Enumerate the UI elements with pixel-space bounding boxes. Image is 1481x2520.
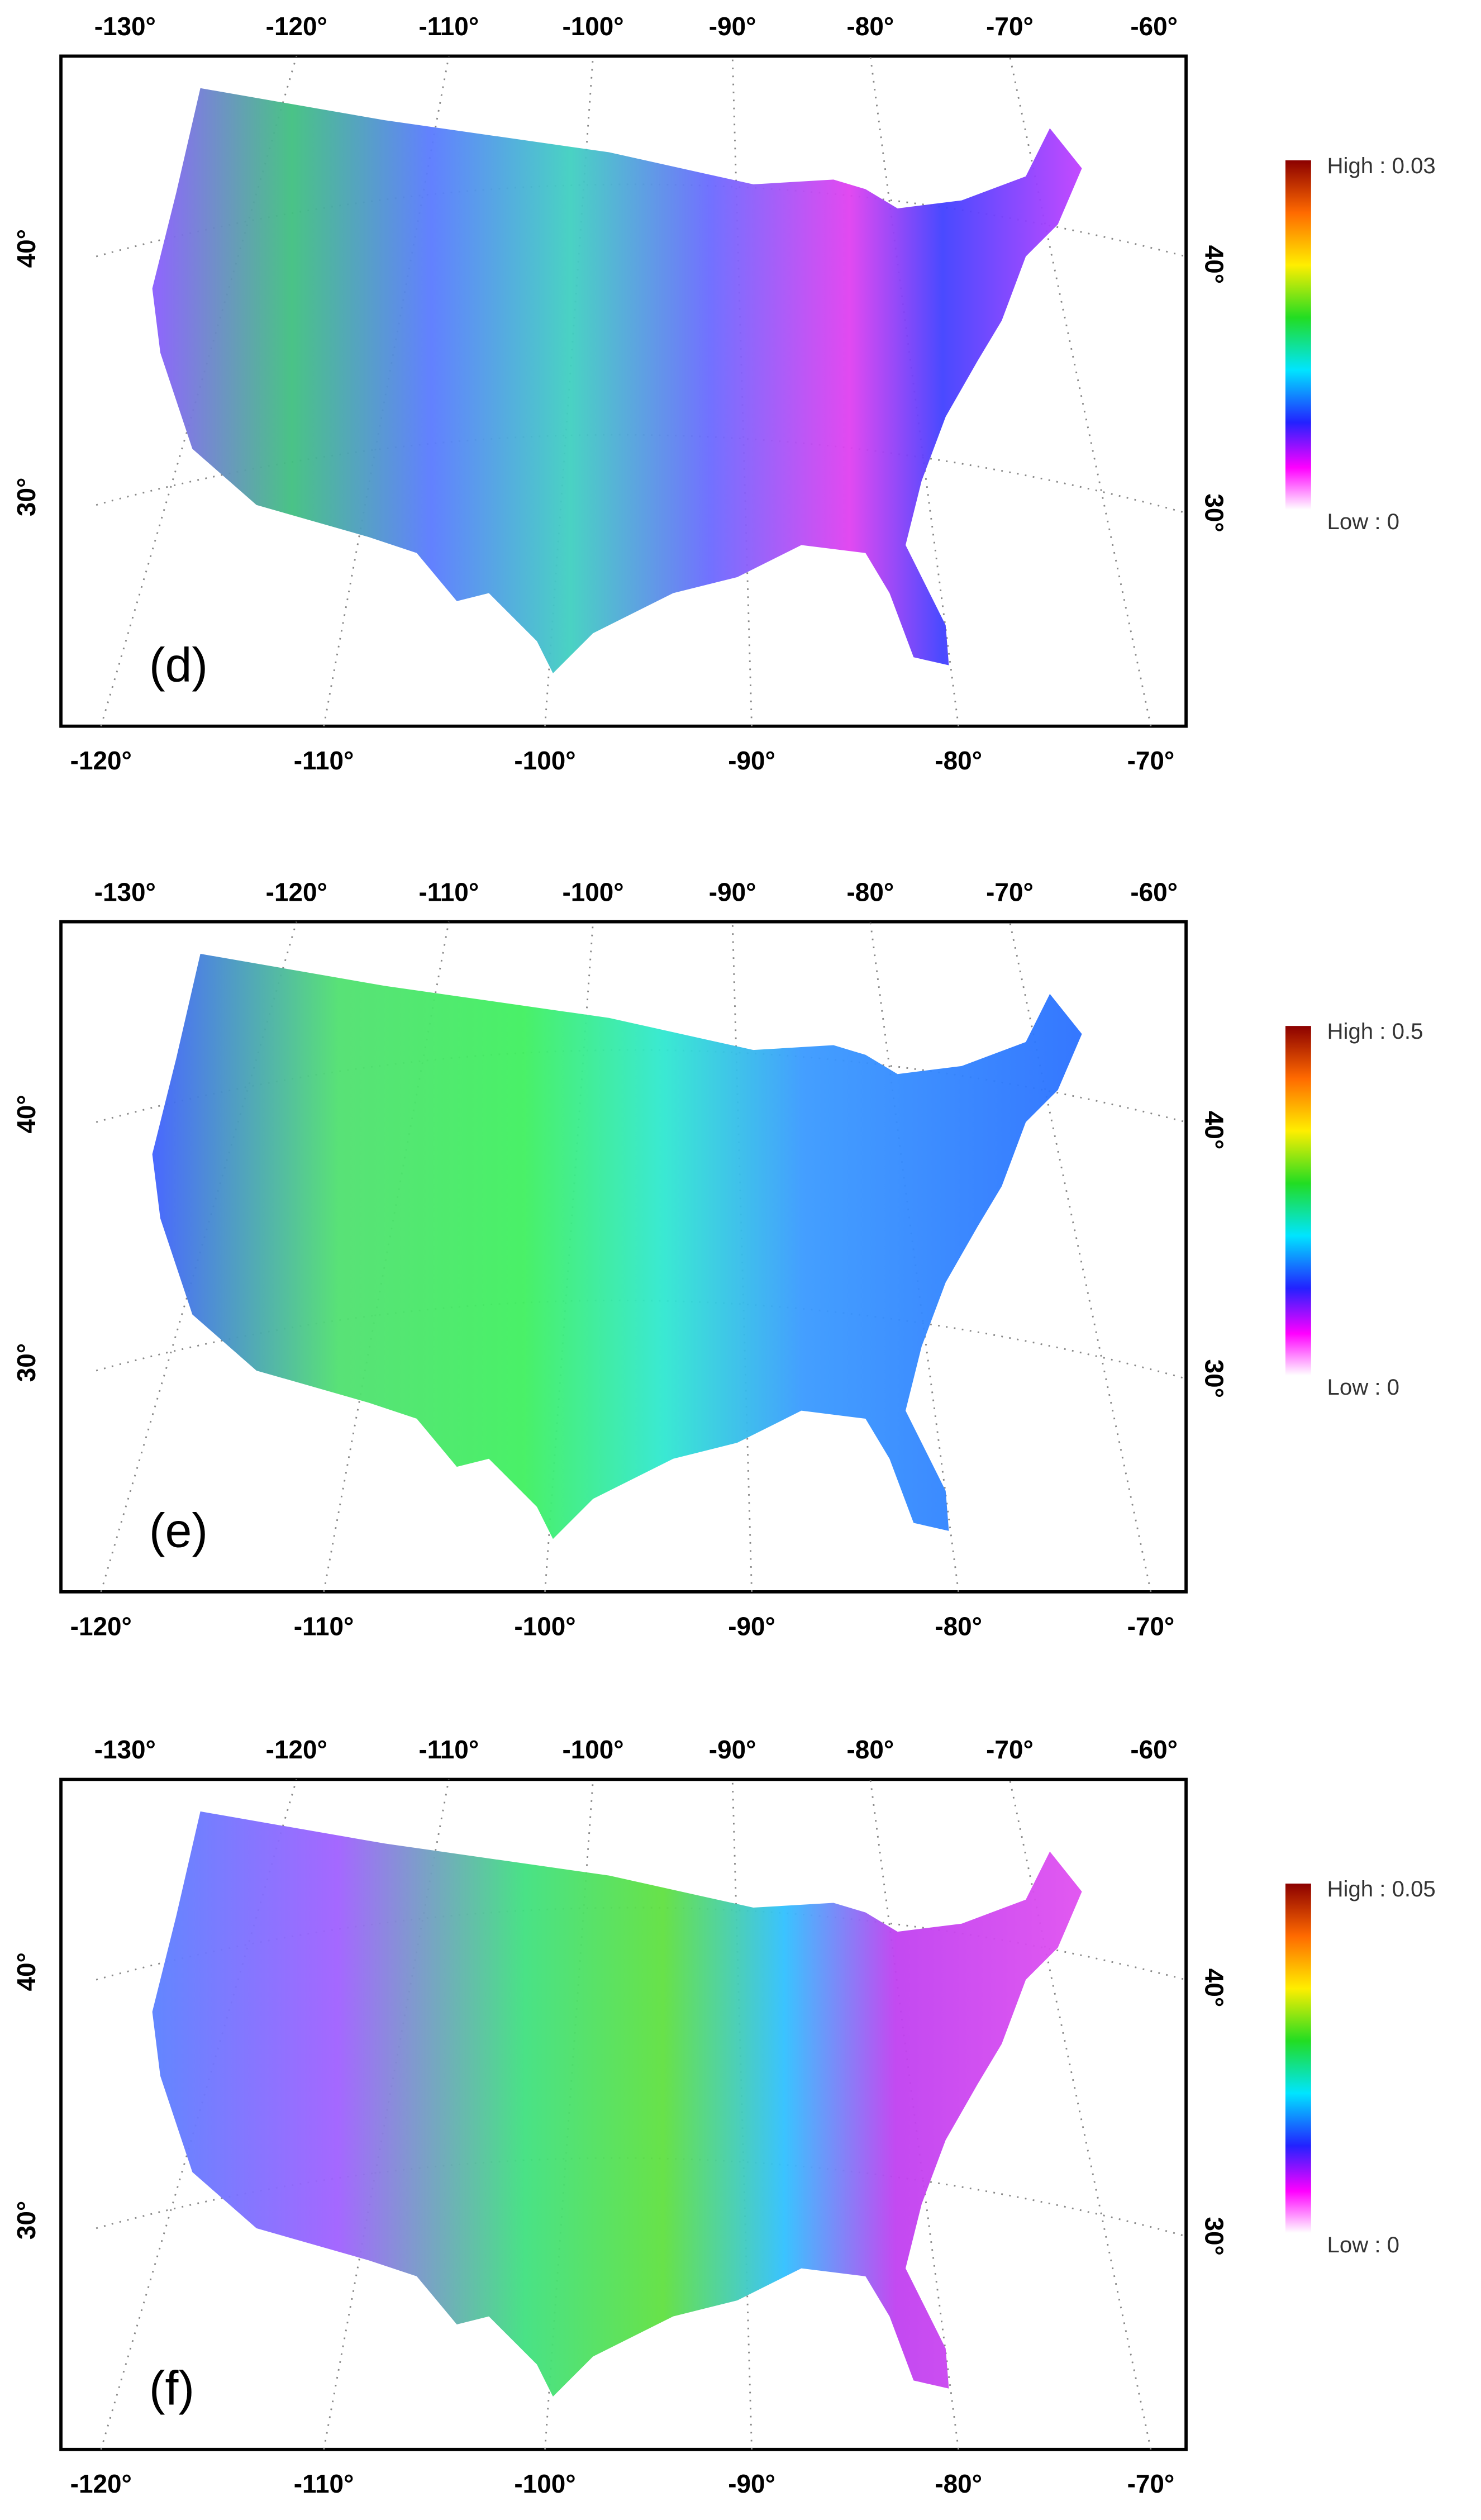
top-graticule-label: -60° [1130, 12, 1178, 41]
bottom-graticule-label: -80° [935, 2469, 982, 2498]
legend-low: Low : 0 [1327, 2232, 1399, 2257]
land-surface [152, 1811, 1082, 2397]
left-graticule-label: 30° [12, 2201, 41, 2240]
top-graticule-label: -60° [1130, 1735, 1178, 1764]
top-graticule-label: -80° [847, 12, 894, 41]
bottom-graticule-label: -120° [70, 2469, 132, 2498]
right-graticule-label: 40° [1199, 1111, 1228, 1149]
top-graticule-label: -130° [94, 1735, 156, 1764]
top-graticule-label: -110° [419, 1735, 479, 1764]
graticule-meridian [323, 56, 450, 726]
top-graticule-label: -80° [847, 1735, 894, 1764]
right-graticule-label: 40° [1199, 245, 1228, 284]
bottom-graticule-label: -70° [1127, 2469, 1175, 2498]
panel-label: (d) [149, 638, 208, 692]
land-surface [152, 88, 1082, 673]
legend-colorbar [1285, 1884, 1311, 2233]
bottom-graticule-label: -100° [514, 746, 575, 775]
top-graticule-label: -60° [1130, 877, 1178, 906]
left-graticule-label: 40° [12, 1952, 41, 1991]
bottom-graticule-label: -110° [294, 746, 354, 775]
bottom-graticule-label: -110° [294, 2469, 354, 2498]
bottom-graticule-label: -100° [514, 2469, 575, 2498]
bottom-graticule-label: -80° [935, 746, 982, 775]
bottom-graticule-label: -100° [514, 1611, 575, 1641]
left-graticule-label: 30° [12, 478, 41, 516]
top-graticule-label: -120° [266, 1735, 327, 1764]
bottom-graticule-label: -120° [70, 746, 132, 775]
panel-label: (f) [149, 2361, 194, 2415]
top-graticule-label: -90° [709, 12, 756, 41]
legend-high: High : 0.03 [1327, 153, 1436, 178]
top-graticule-label: -110° [419, 12, 479, 41]
bottom-graticule-label: -90° [728, 1611, 775, 1641]
left-graticule-label: 40° [12, 229, 41, 268]
top-graticule-label: -80° [847, 877, 894, 906]
legend-high: High : 0.5 [1327, 1019, 1423, 1044]
top-graticule-label: -70° [986, 12, 1034, 41]
map-panel: -130° -120° -110° -100° -90° -80° -70° -60° -120… [12, 877, 1423, 1641]
bottom-graticule-label: -90° [728, 2469, 775, 2498]
right-graticule-label: 30° [1199, 493, 1228, 532]
legend-colorbar [1285, 1026, 1311, 1376]
map-panel: -130° -120° -110° -100° -90° -80° -70° -60° -120… [12, 1735, 1436, 2498]
bottom-graticule-label: -70° [1127, 1611, 1175, 1641]
top-graticule-label: -90° [709, 1735, 756, 1764]
panel-label: (e) [149, 1504, 208, 1558]
bottom-graticule-label: -80° [935, 1611, 982, 1641]
top-graticule-label: -100° [562, 877, 623, 906]
legend-colorbar [1285, 160, 1311, 510]
right-graticule-label: 30° [1199, 2217, 1228, 2255]
top-graticule-label: -110° [419, 877, 479, 906]
bottom-graticule-label: -120° [70, 1611, 132, 1641]
top-graticule-label: -120° [266, 12, 327, 41]
top-graticule-label: -70° [986, 877, 1034, 906]
top-graticule-label: -90° [709, 877, 756, 906]
map-panel: -130° -120° -110° -100° -90° -80° -70° -60° -120… [12, 12, 1436, 775]
graticule-meridian [323, 1779, 450, 2450]
bottom-graticule-label: -90° [728, 746, 775, 775]
left-graticule-label: 40° [12, 1095, 41, 1133]
top-graticule-label: -130° [94, 877, 156, 906]
bottom-graticule-label: -70° [1127, 746, 1175, 775]
top-graticule-label: -70° [986, 1735, 1034, 1764]
legend-low: Low : 0 [1327, 509, 1399, 534]
bottom-graticule-label: -110° [294, 1611, 354, 1641]
top-graticule-label: -100° [562, 1735, 623, 1764]
land-surface [152, 954, 1082, 1539]
right-graticule-label: 30° [1199, 1359, 1228, 1398]
legend-low: Low : 0 [1327, 1375, 1399, 1400]
top-graticule-label: -130° [94, 12, 156, 41]
right-graticule-label: 40° [1199, 1969, 1228, 2007]
graticule-meridian [323, 921, 450, 1592]
left-graticule-label: 30° [12, 1343, 41, 1382]
legend-high: High : 0.05 [1327, 1876, 1436, 1901]
top-graticule-label: -120° [266, 877, 327, 906]
top-graticule-label: -100° [562, 12, 623, 41]
